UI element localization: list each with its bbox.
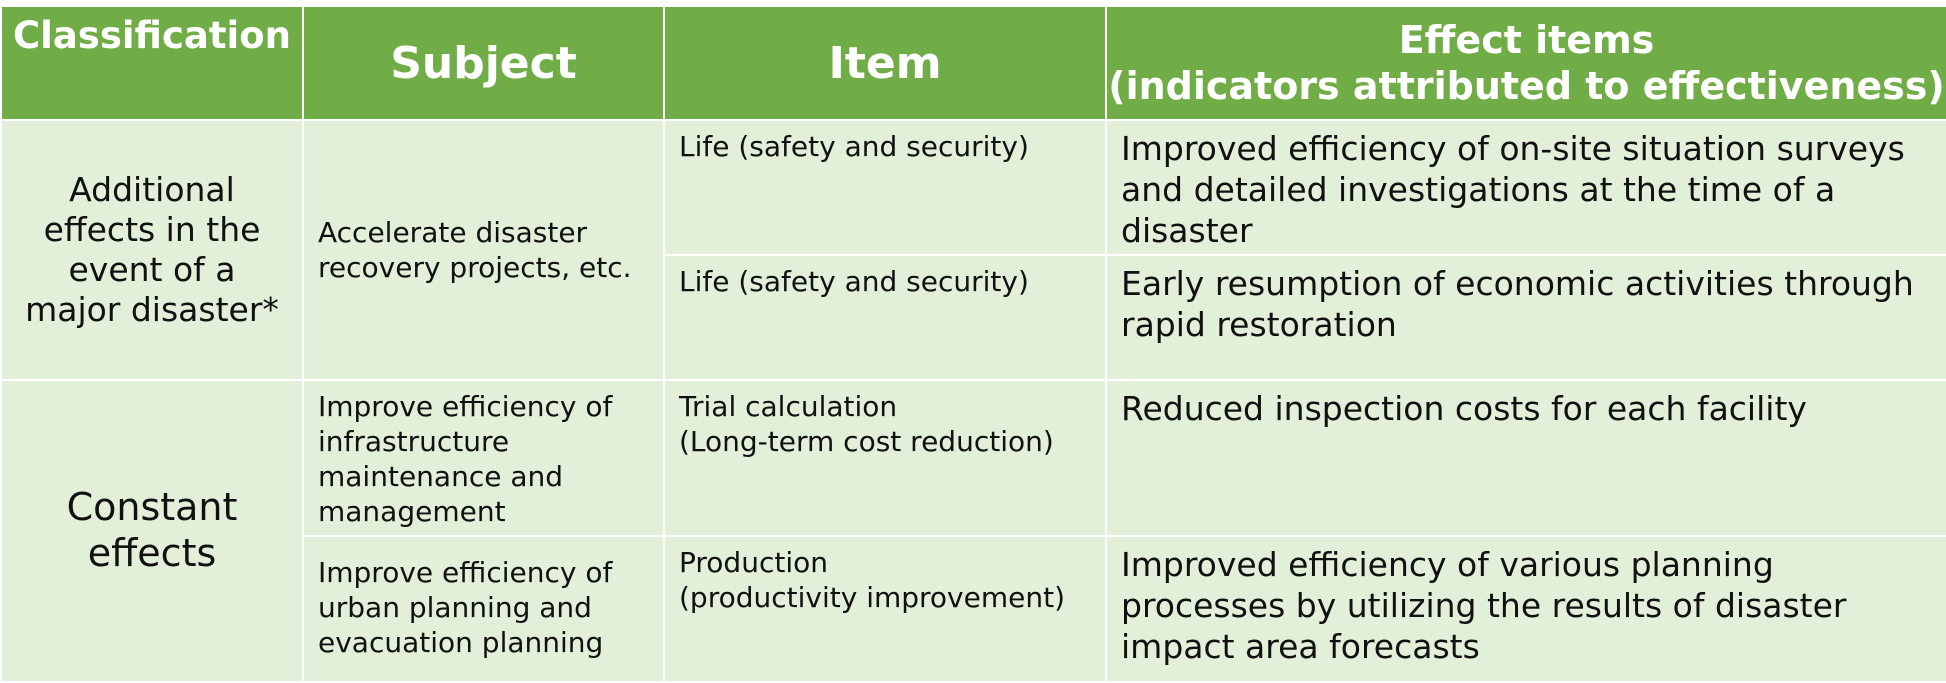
table-row: Constant effects Improve efficiency of i…: [0, 379, 1946, 683]
item-cell: Production (productivity improvement): [663, 535, 1107, 683]
effect-cell: Early resumption of economic activities …: [1105, 254, 1946, 381]
effect-cell: Improved efficiency of various planning …: [1105, 535, 1946, 683]
table-row: Improve efficiency of urban planning and…: [1, 535, 1946, 683]
item-line: (productivity improvement): [679, 581, 1065, 614]
item-line: (Long-term cost reduction): [679, 425, 1054, 458]
item-cell: Trial calculation (Long-term cost reduct…: [663, 379, 1107, 537]
header-classification: Classification: [0, 5, 304, 121]
table-body: Additional effects in the event of a maj…: [0, 119, 1946, 683]
subject-cell: Improve efficiency of urban planning and…: [302, 535, 665, 683]
effects-table: Classification Subject Item Effect items…: [0, 5, 1946, 683]
item-cell: Life (safety and security): [663, 254, 1107, 381]
subject-cell: Improve efficiency of infrastructure mai…: [302, 379, 665, 537]
subject-cell: Accelerate disaster recovery projects, e…: [302, 119, 665, 381]
item-cell: Life (safety and security): [663, 119, 1107, 256]
header-effect-title: Effect items: [1398, 17, 1655, 62]
header-effect-items: Effect items (indicators attributed to e…: [1105, 5, 1946, 121]
item-line: Production: [679, 546, 828, 579]
classification-cell: Additional effects in the event of a maj…: [0, 119, 304, 381]
effect-cell: Reduced inspection costs for each facili…: [1105, 379, 1946, 537]
header-subject: Subject: [302, 5, 665, 121]
item-line: Trial calculation: [679, 390, 898, 423]
table-row: Additional effects in the event of a maj…: [0, 119, 1946, 381]
classification-cell: Constant effects: [0, 379, 304, 683]
table-row: Life (safety and security) Early resumpt…: [1, 254, 1946, 381]
header-item: Item: [663, 5, 1107, 121]
table-header: Classification Subject Item Effect items…: [0, 5, 1946, 121]
header-row: Classification Subject Item Effect items…: [0, 5, 1946, 121]
effect-cell: Improved efficiency of on-site situation…: [1105, 119, 1946, 256]
header-effect-subtitle: (indicators attributed to effectiveness): [1108, 64, 1945, 108]
